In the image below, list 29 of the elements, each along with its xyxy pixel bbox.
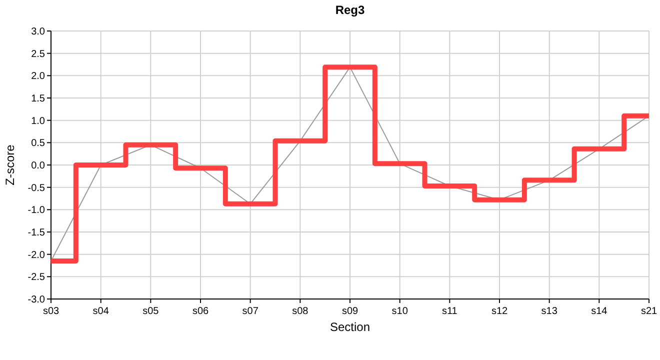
chart-title: Reg3 [335,3,365,17]
y-tick-label: -0.5 [28,182,46,194]
x-tick-label: s03 [42,306,60,317]
x-tick-label: s10 [392,306,408,317]
y-tick-label: -3.0 [28,294,46,306]
y-tick-label: 0.5 [31,138,46,150]
y-tick-label: -1.5 [28,228,46,238]
x-axis-title: Section [330,320,370,334]
y-tick-label: 1.0 [31,116,46,127]
x-tick-label: s05 [142,306,160,317]
y-tick-label: 2.5 [31,48,46,60]
x-tick-label: s07 [242,306,259,317]
y-tick-label: 0.0 [31,160,46,172]
y-tick-label: 1.5 [31,94,46,104]
y-tick-label: 3.0 [31,26,46,38]
y-tick-label: -1.0 [28,205,46,216]
x-tick-label: s09 [342,306,358,317]
x-tick-label: s11 [442,306,458,317]
x-tick-label: s04 [92,306,110,317]
x-tick-label: s08 [292,306,309,317]
x-tick-label: s21 [640,306,658,317]
x-tick-label: s13 [541,306,558,317]
x-tick-label: s12 [491,306,508,317]
y-tick-label: -2.0 [28,250,46,261]
y-axis-title: Z-score [3,144,17,186]
y-tick-label: 2.0 [31,71,46,82]
x-tick-label: s06 [192,306,209,317]
y-tick-label: -2.5 [28,272,46,284]
x-tick-label: s14 [591,306,608,317]
